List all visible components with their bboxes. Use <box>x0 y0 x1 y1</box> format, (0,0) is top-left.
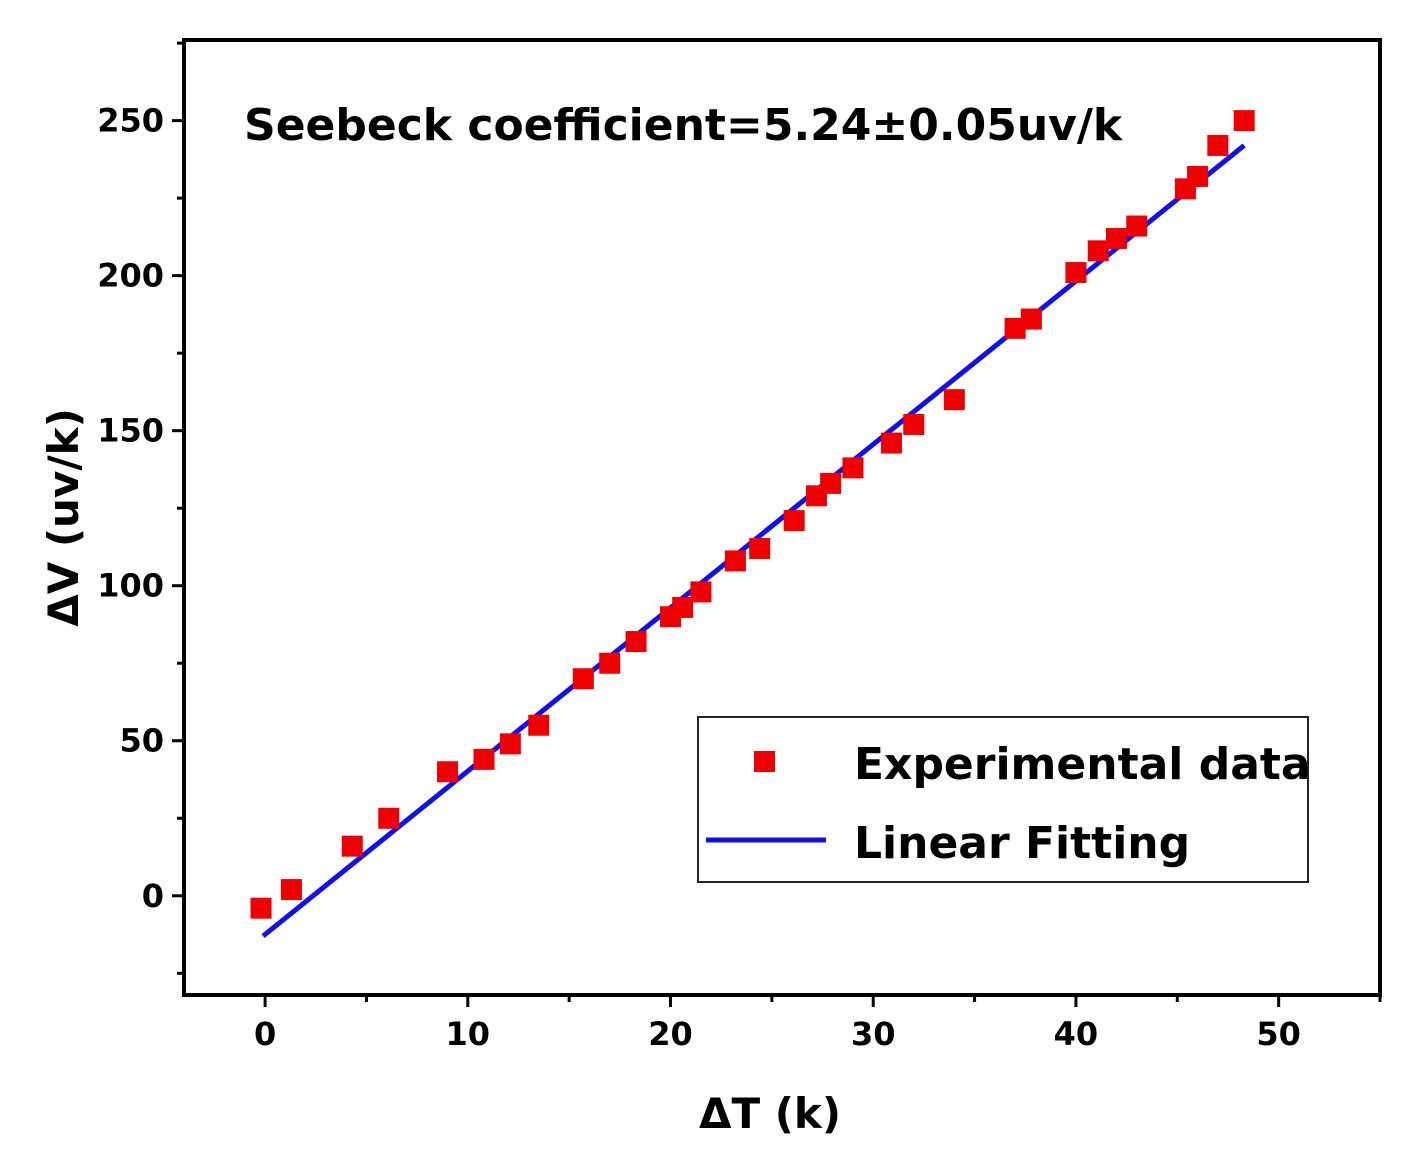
data-point <box>820 472 842 494</box>
data-point <box>690 581 712 603</box>
seebeck-annotation: Seebeck coefficient=5.24±0.05uv/k <box>244 100 1124 151</box>
legend: Experimental data Linear Fitting <box>697 716 1311 883</box>
data-point <box>250 897 272 919</box>
data-point <box>499 733 521 755</box>
data-point <box>341 835 363 857</box>
data-point <box>842 457 864 479</box>
plot-marks <box>250 110 1255 939</box>
data-point <box>749 538 771 560</box>
data-point <box>724 550 746 572</box>
data-point <box>943 389 965 411</box>
data-point <box>1126 215 1148 237</box>
data-point <box>903 413 925 435</box>
data-point <box>1065 262 1087 284</box>
y-tick-label: 50 <box>119 722 164 760</box>
data-point <box>473 748 495 770</box>
data-point <box>437 761 459 783</box>
x-tick-label: 20 <box>648 1015 693 1053</box>
y-tick-label: 100 <box>97 567 164 605</box>
x-tick-label: 50 <box>1256 1015 1301 1053</box>
x-tick-label: 10 <box>446 1015 491 1053</box>
x-tick-label: 40 <box>1054 1015 1099 1053</box>
data-point <box>1207 134 1229 156</box>
data-point <box>572 668 594 690</box>
data-point <box>280 879 302 901</box>
data-point <box>1004 317 1026 339</box>
data-point <box>783 510 805 532</box>
data-point <box>1233 110 1255 132</box>
x-tick-label: 30 <box>851 1015 896 1053</box>
data-point <box>1105 227 1127 249</box>
x-axis-title: ΔT (k) <box>699 1089 841 1138</box>
data-point <box>1087 240 1109 262</box>
data-point <box>378 807 400 829</box>
plot-frame <box>182 38 1382 997</box>
labels-layer: 0 10 20 30 40 50 0 50 100 150 200 250 ΔT (k) ΔV (uv/k… <box>39 100 1301 1138</box>
y-tick-label: 0 <box>142 877 164 915</box>
data-point <box>625 631 647 653</box>
legend-box <box>697 716 1309 883</box>
data-point <box>880 432 902 454</box>
data-point <box>599 652 621 674</box>
data-point <box>1187 165 1209 187</box>
y-axis-title: ΔV (uv/k) <box>39 408 88 627</box>
data-point <box>1020 308 1042 330</box>
y-tick-label: 150 <box>97 412 164 450</box>
y-tick-label: 200 <box>97 257 164 295</box>
legend-label-fit: Linear Fitting <box>854 818 1190 869</box>
y-tick-label: 250 <box>97 102 164 140</box>
legend-label-experimental: Experimental data <box>854 739 1311 790</box>
x-tick-label: 0 <box>254 1015 276 1053</box>
data-point <box>672 596 694 618</box>
axes-layer <box>172 38 1382 1007</box>
legend-marker-experimental <box>754 751 775 772</box>
data-point <box>528 714 550 736</box>
